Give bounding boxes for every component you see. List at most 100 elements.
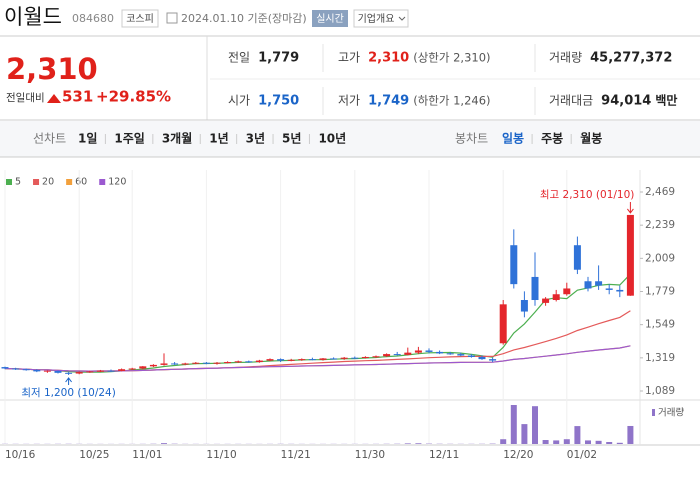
candle-body [171, 363, 179, 365]
x-tick-label: 11/21 [281, 449, 311, 461]
candle-body [446, 353, 454, 355]
candle-body [287, 359, 295, 361]
candle-body [33, 369, 41, 372]
period-tab[interactable]: 10년 [318, 132, 346, 146]
y-tick-label: 1,089 [645, 385, 675, 397]
change-rate: +29.85% [96, 88, 171, 106]
candle-body [393, 354, 401, 356]
high-arrow [627, 202, 634, 214]
period-tab[interactable]: 1일 [78, 132, 97, 146]
change: 531 [62, 88, 93, 106]
candle-tab[interactable]: 주봉 [541, 132, 563, 146]
stat-value: 2,310 [368, 51, 409, 66]
realtime[interactable]: 실시간 [316, 13, 344, 25]
period-tab[interactable]: 1년 [209, 132, 228, 146]
legend-label: 60 [75, 177, 87, 188]
company[interactable]: 기업개요 [358, 12, 395, 25]
candle-body [425, 350, 433, 352]
candle-body [234, 361, 242, 363]
candle-body [499, 304, 507, 344]
x-tick-label: 11/30 [355, 449, 385, 461]
candle-body [213, 362, 221, 364]
candle-body [563, 288, 571, 295]
candle-body [139, 366, 147, 369]
candle-body [298, 359, 306, 361]
candle-body [510, 245, 518, 285]
legend-swatch [66, 179, 73, 185]
stat-value: 1,750 [258, 94, 299, 109]
realtime-badge[interactable] [312, 10, 348, 27]
candle-body [86, 371, 94, 373]
candle-body [96, 370, 104, 372]
candle-body [436, 351, 444, 354]
candle-body [54, 370, 62, 373]
stat-label: 고가 [338, 51, 360, 65]
volume-swatch [652, 409, 655, 416]
stat-label: 저가 [338, 94, 360, 108]
low-arrow [65, 377, 72, 385]
legend-label: 20 [42, 177, 54, 188]
candle-tab[interactable]: 일봉 [502, 132, 524, 146]
company-button[interactable] [353, 9, 409, 28]
candle-body [330, 358, 338, 360]
ma-line [4, 345, 631, 372]
candle-body [308, 359, 316, 361]
period-tab[interactable]: 3개월 [162, 131, 192, 146]
volume-bar [542, 440, 549, 444]
volume-bar [404, 443, 411, 444]
candle-body [181, 363, 189, 365]
x-tick-label: 11/01 [132, 449, 162, 461]
candle-body [255, 360, 263, 363]
candle-body [573, 245, 581, 270]
candle-body [626, 214, 634, 296]
stat-value: 45,277,372 [590, 51, 672, 66]
candle-body [22, 369, 30, 371]
y-tick-label: 2,239 [645, 219, 675, 231]
x-tick-label: 10/16 [5, 449, 36, 461]
candle-body [542, 298, 550, 303]
volume-bar [500, 439, 507, 444]
candle-body [192, 362, 200, 364]
volume-bar [532, 406, 538, 444]
volume-bar [616, 442, 623, 444]
candle-body [584, 281, 592, 289]
volume-bar [553, 440, 560, 444]
candle-body [1, 367, 9, 369]
candle-chart-label: 봉차트 [455, 132, 488, 146]
stat-label: 시가 [228, 94, 250, 108]
period-tab[interactable]: 3년 [246, 132, 265, 146]
candle-body [202, 362, 210, 364]
candle-body [160, 363, 168, 365]
candle-body [489, 359, 497, 361]
calendar-icon [166, 12, 178, 24]
legend-label: 120 [108, 177, 126, 188]
period-tab[interactable]: 1주일 [114, 132, 144, 146]
x-tick-label: 12/20 [503, 449, 533, 461]
candle-body [552, 294, 560, 301]
y-tick-label: 1,549 [645, 319, 675, 331]
current-price: 2,310 [6, 52, 98, 86]
candle-body [361, 356, 369, 358]
candle-body [340, 357, 348, 359]
volume-bar [563, 439, 570, 444]
candle-body [245, 361, 253, 363]
volume-bar [510, 405, 517, 444]
candle-body [277, 359, 285, 361]
legend-label: 5 [15, 177, 21, 188]
candle-body [319, 358, 327, 360]
candle-tab[interactable]: 월봉 [580, 131, 602, 146]
period-tab[interactable]: 5년 [282, 132, 301, 146]
candle-body [383, 354, 391, 357]
tab-bar [0, 121, 700, 157]
candle-body [605, 288, 613, 290]
volume-bar [574, 426, 581, 444]
volume-bar [595, 440, 602, 444]
legend-swatch [33, 179, 40, 185]
legend-swatch [6, 179, 12, 185]
x-tick-label: 11/10 [206, 449, 236, 461]
y-tick-label: 2,009 [645, 252, 675, 264]
volume-bar [415, 443, 422, 444]
candle-body [531, 276, 539, 301]
